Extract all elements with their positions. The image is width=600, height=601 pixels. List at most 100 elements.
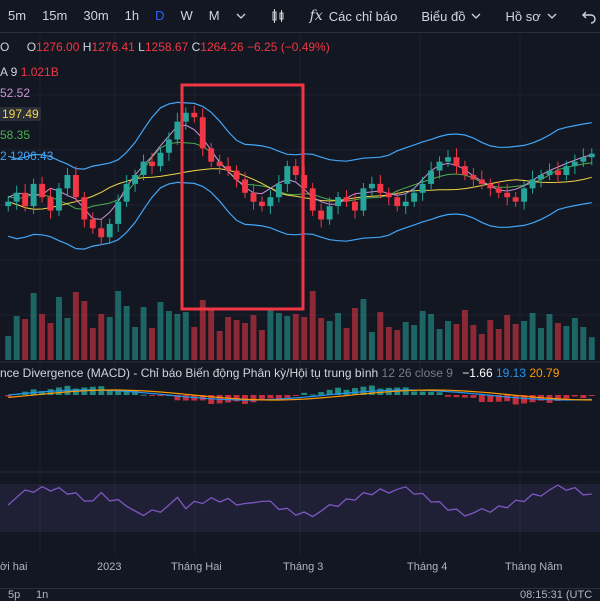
volume-bar	[81, 301, 88, 360]
candle	[546, 170, 553, 175]
candle	[165, 139, 172, 153]
macd-histogram-bar	[5, 395, 12, 397]
macd-histogram-bar	[504, 395, 511, 402]
x-tick-label: Tháng 3	[283, 561, 324, 573]
volume-bar	[436, 329, 443, 360]
candle	[504, 192, 511, 198]
price-chart[interactable]	[0, 33, 600, 588]
chart-type-button[interactable]	[262, 0, 294, 32]
volume-bar	[258, 330, 265, 360]
timeframe-dropdown[interactable]	[228, 0, 254, 32]
volume-bar	[267, 310, 274, 360]
macd-histogram-bar	[250, 395, 257, 403]
legend-value: 58.35	[0, 128, 31, 142]
macd-histogram-bar	[258, 395, 265, 401]
candle	[267, 197, 274, 207]
legend-text: A 9	[0, 65, 18, 79]
volume-bar	[538, 328, 544, 360]
candle	[275, 183, 282, 198]
macd-histogram-bar	[343, 389, 350, 395]
volume-bar	[546, 314, 553, 360]
volume-bar	[225, 317, 232, 360]
volume-bar	[360, 299, 367, 360]
candle	[419, 183, 426, 193]
candle	[343, 197, 350, 202]
legend-row: 52.52	[0, 83, 59, 104]
timeframe-30m[interactable]: 30m	[83, 8, 109, 23]
low-value: 1258.67	[144, 40, 189, 54]
candle	[98, 228, 105, 238]
macd-histogram-bar	[267, 395, 274, 399]
volume-bar	[275, 313, 282, 360]
range-1y-button[interactable]: 1n	[36, 589, 49, 601]
candle	[470, 175, 477, 180]
macd-histogram-bar	[233, 395, 240, 402]
profile-menu-button[interactable]: Hồ sơ	[497, 0, 564, 32]
timeframe-m[interactable]: M	[208, 8, 220, 23]
candle	[335, 197, 342, 207]
indicators-button[interactable]: fx Các chỉ báo	[302, 0, 406, 32]
candle	[588, 153, 595, 158]
bollinger-bands	[7, 101, 592, 250]
candle	[326, 206, 333, 220]
symbol-fragment: O	[0, 40, 10, 54]
candle	[445, 157, 451, 162]
chart-menu-label: Biểu đồ	[421, 8, 466, 24]
time-axis[interactable]: ời hai 2023 Tháng Hai Tháng 3 Tháng 4 Th…	[0, 555, 600, 577]
macd-histogram-bar	[318, 392, 325, 395]
candle	[309, 188, 316, 211]
candle	[157, 152, 164, 167]
macd-histogram-bar	[208, 395, 215, 405]
volume-bar	[233, 320, 240, 360]
macd-params: 12 26 close 9	[381, 366, 453, 380]
range-5d-button[interactable]: 5p	[8, 589, 21, 601]
rsi-line	[7, 484, 592, 518]
macd-histogram-bar	[453, 395, 460, 398]
timeframe-d[interactable]: D	[155, 8, 165, 23]
timeframe-1h[interactable]: 1h	[124, 8, 140, 23]
timeframe-5m[interactable]: 5m	[8, 8, 27, 23]
timeframe-w[interactable]: W	[180, 8, 193, 23]
candle	[580, 157, 587, 162]
macd-histogram-bar	[292, 395, 299, 396]
candle	[318, 210, 325, 220]
volume-bar	[208, 310, 215, 360]
ma-long-line	[8, 168, 592, 210]
signal-line	[8, 389, 592, 401]
candle	[5, 201, 12, 207]
volume-bar	[588, 337, 595, 360]
candle	[182, 112, 189, 122]
candle	[258, 201, 265, 207]
ma-line	[8, 141, 592, 210]
legend-value: 1206.43	[10, 149, 54, 163]
undo-button[interactable]	[573, 0, 600, 32]
chart-menu-button[interactable]: Biểu đồ	[413, 0, 489, 32]
macd-legend: nce Divergence (MACD) - Chỉ báo Biến độn…	[0, 366, 559, 380]
candle	[495, 188, 502, 193]
rsi-band	[0, 484, 600, 532]
macd-histogram-bar	[377, 388, 384, 395]
legend-row: 2 1206.43	[0, 146, 59, 167]
macd-histogram-bar	[149, 395, 155, 396]
volume-bar	[377, 312, 384, 360]
volume-bar	[165, 311, 172, 360]
timeframe-15m[interactable]: 15m	[42, 8, 68, 23]
macd-histogram-bar	[157, 395, 164, 396]
macd-histogram-bar	[470, 395, 477, 398]
ohlc-legend: O O1276.00 H1276.41 L1258.67 C1264.26 −6…	[0, 40, 330, 54]
legend-row: 197.49	[0, 104, 59, 125]
macd-histogram-bar	[182, 395, 189, 401]
candle	[563, 166, 570, 175]
macd-histogram-bar	[284, 395, 291, 398]
macd-histogram-bar	[521, 395, 528, 404]
volume-bar	[309, 291, 316, 360]
candles-icon	[270, 8, 286, 24]
high-value: 1276.41	[91, 40, 135, 54]
candle	[377, 183, 384, 193]
candle	[81, 197, 88, 220]
candle	[385, 192, 392, 198]
chevron-down-icon	[471, 11, 481, 21]
candle	[132, 175, 139, 184]
volume-bar	[563, 326, 570, 360]
fx-icon: fx	[309, 8, 323, 24]
